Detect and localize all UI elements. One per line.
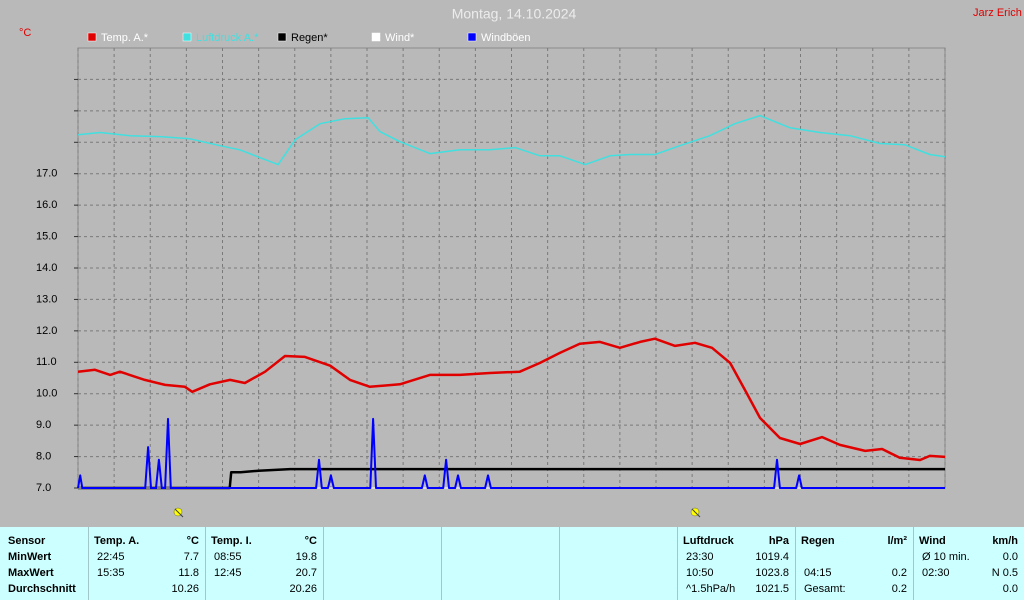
cell-value: 20.7 <box>295 567 317 579</box>
chart-title: Montag, 14.10.2024 <box>452 6 577 22</box>
cell-value: 0.2 <box>891 567 907 579</box>
cell-time: 02:30 <box>922 567 950 579</box>
cell-value: 11.8 <box>178 567 199 579</box>
y-tick-label: 12.0 <box>36 325 57 337</box>
chart: Montag, 14.10.2024 °C Jarz Erich 7.0 8.0 9… <box>19 6 1022 518</box>
y-tick-label: 16.0 <box>36 199 57 211</box>
cell-time: ^1.5hPa/h <box>686 583 736 595</box>
column-unit: km/h <box>992 535 1018 547</box>
sunset-icon <box>690 507 701 518</box>
column-unit: hPa <box>768 535 789 547</box>
row-label: Durchschnitt <box>8 583 76 595</box>
column-unit: °C <box>304 535 317 547</box>
cell-time: Gesamt: <box>804 583 846 595</box>
cell-value: 10.26 <box>171 583 199 595</box>
column-divider <box>913 527 914 600</box>
y-tick-label: 7.0 <box>36 482 51 494</box>
column-unit: °C <box>186 535 199 547</box>
legend-label: Wind* <box>385 32 415 44</box>
legend-label: Temp. A.* <box>101 32 149 44</box>
legend-swatch <box>277 32 287 42</box>
column-divider <box>88 527 89 600</box>
cell-value: 1021.5 <box>755 583 789 595</box>
cell-value: 20.26 <box>289 583 317 595</box>
row-label: MaxWert <box>8 567 54 579</box>
cell-value: 1023.8 <box>755 567 789 579</box>
legend-label: Windböen <box>481 32 531 44</box>
cell-value: N 0.5 <box>991 567 1018 579</box>
sunrise-icon <box>173 507 184 518</box>
legend-label: Luftdruck A.* <box>196 32 259 44</box>
y-tick-label: 13.0 <box>36 293 57 305</box>
y-tick-label: 10.0 <box>36 388 57 400</box>
y-tick-label: 8.0 <box>36 450 51 462</box>
author: Jarz Erich <box>973 7 1022 19</box>
series-line <box>77 417 945 489</box>
cell-time: 23:30 <box>686 551 714 563</box>
column-header: Luftdruck <box>683 535 734 547</box>
column-header: Temp. A. <box>94 535 140 547</box>
column-divider <box>323 527 324 600</box>
column-header: Temp. I. <box>211 535 252 547</box>
series-line <box>77 114 946 166</box>
legend-swatch <box>182 32 192 42</box>
y-tick-label: 9.0 <box>36 419 51 431</box>
cell-value: 19.8 <box>295 551 317 563</box>
cell-time: 22:45 <box>97 551 125 563</box>
cell-value: 0.2 <box>891 583 907 595</box>
cell-time: Ø 10 min. <box>922 551 970 563</box>
cell-time: 10:50 <box>686 567 714 579</box>
legend-swatch <box>87 32 97 42</box>
row-label: Sensor <box>8 535 46 547</box>
summary-table: Sensor MinWert MaxWert Durchschnitt Temp. A.… <box>0 527 1024 600</box>
cell-time: 04:15 <box>804 567 832 579</box>
legend-swatch <box>467 32 477 42</box>
column-header: Regen <box>801 535 835 547</box>
column-header: Wind <box>919 535 946 547</box>
column-divider <box>677 527 678 600</box>
column-divider <box>441 527 442 600</box>
column-divider <box>795 527 796 600</box>
series-line <box>78 467 945 490</box>
cell-value: 0.0 <box>1002 583 1018 595</box>
cell-time: 12:45 <box>214 567 242 579</box>
cell-time: 08:55 <box>214 551 242 563</box>
legend-swatch <box>371 32 381 42</box>
y-tick-label: 14.0 <box>36 262 57 274</box>
cell-value: 7.7 <box>183 551 199 563</box>
row-label: MinWert <box>8 551 52 563</box>
cell-time: 15:35 <box>97 567 125 579</box>
cell-value: 0.0 <box>1002 551 1018 563</box>
column-unit: l/m² <box>887 535 907 547</box>
y-tick-label: 17.0 <box>36 168 57 180</box>
cell-value: 1019.4 <box>755 551 789 563</box>
unit-label: °C <box>19 27 31 39</box>
series-line <box>77 337 946 462</box>
column-divider <box>559 527 560 600</box>
column-divider <box>205 527 206 600</box>
y-tick-label: 15.0 <box>36 230 57 242</box>
y-tick-label: 11.0 <box>36 356 57 368</box>
legend-label: Regen* <box>291 32 328 44</box>
